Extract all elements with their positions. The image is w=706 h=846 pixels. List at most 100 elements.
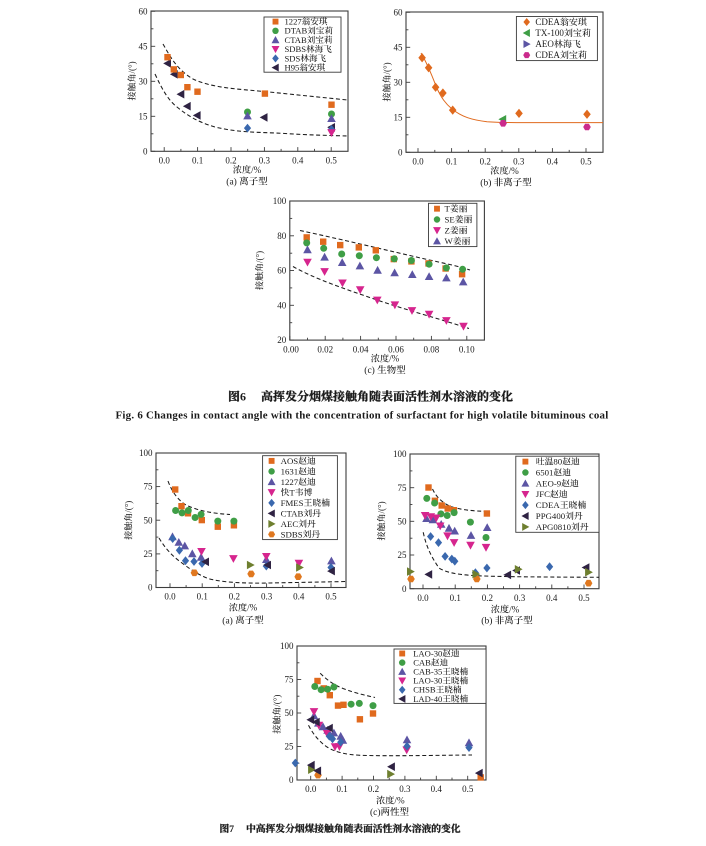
svg-text:CTAB: CTAB bbox=[285, 35, 307, 45]
svg-text:0.08: 0.08 bbox=[424, 344, 440, 354]
svg-text:40: 40 bbox=[277, 300, 287, 310]
svg-text:0: 0 bbox=[402, 584, 407, 594]
svg-text:0.5: 0.5 bbox=[580, 157, 592, 167]
svg-text:0.4: 0.4 bbox=[547, 157, 559, 167]
svg-text:0.5: 0.5 bbox=[578, 593, 590, 603]
svg-text:W: W bbox=[445, 236, 454, 246]
svg-text:0.1: 0.1 bbox=[450, 593, 461, 603]
svg-text:0.3: 0.3 bbox=[399, 784, 411, 794]
svg-text:/%: /% bbox=[247, 603, 258, 613]
svg-text:0.2: 0.2 bbox=[480, 157, 491, 167]
svg-text:45: 45 bbox=[394, 42, 404, 52]
svg-text:7: 7 bbox=[229, 824, 234, 835]
svg-text:/(°): /(°) bbox=[382, 62, 392, 74]
svg-text:50: 50 bbox=[144, 515, 154, 525]
svg-text:0: 0 bbox=[289, 775, 294, 785]
svg-text:0.4: 0.4 bbox=[431, 784, 443, 794]
svg-text:CHSB: CHSB bbox=[413, 685, 436, 695]
svg-text:45: 45 bbox=[139, 41, 149, 51]
svg-text:75: 75 bbox=[285, 675, 295, 685]
svg-text:0.3: 0.3 bbox=[514, 593, 526, 603]
svg-text:50: 50 bbox=[398, 516, 408, 526]
svg-text:DTAB: DTAB bbox=[285, 26, 308, 36]
svg-text:60: 60 bbox=[139, 6, 149, 16]
svg-text:0.0: 0.0 bbox=[164, 592, 176, 602]
svg-text:25: 25 bbox=[144, 549, 154, 559]
svg-text:APG0810: APG0810 bbox=[536, 522, 572, 532]
svg-text:1631: 1631 bbox=[281, 466, 299, 476]
svg-text:0.04: 0.04 bbox=[353, 344, 369, 354]
svg-text:100: 100 bbox=[393, 449, 407, 459]
svg-text:0.3: 0.3 bbox=[259, 156, 271, 166]
svg-text:SDBS: SDBS bbox=[285, 44, 307, 54]
svg-text:/%: /% bbox=[509, 166, 520, 176]
svg-text:0: 0 bbox=[398, 147, 403, 157]
svg-text:T: T bbox=[289, 487, 295, 497]
svg-text:T: T bbox=[445, 204, 451, 214]
svg-text:0.1: 0.1 bbox=[336, 784, 347, 794]
svg-text:AEO-9: AEO-9 bbox=[536, 478, 562, 488]
svg-text:25: 25 bbox=[285, 742, 295, 752]
svg-text:1227: 1227 bbox=[281, 477, 299, 487]
svg-text:0.4: 0.4 bbox=[292, 156, 304, 166]
svg-text:0.2: 0.2 bbox=[225, 156, 236, 166]
svg-text:0.3: 0.3 bbox=[513, 157, 525, 167]
svg-text:/(°): /(°) bbox=[127, 61, 137, 73]
svg-text:1227: 1227 bbox=[285, 17, 303, 27]
svg-text:AOS: AOS bbox=[281, 456, 299, 466]
svg-text:SDBS: SDBS bbox=[281, 529, 303, 539]
svg-text:100: 100 bbox=[280, 641, 294, 651]
svg-text:/(°): /(°) bbox=[272, 695, 282, 707]
svg-text:0.1: 0.1 bbox=[446, 157, 457, 167]
svg-text:30: 30 bbox=[394, 77, 404, 87]
svg-text:0.00: 0.00 bbox=[283, 344, 299, 354]
svg-text:/(°): /(°) bbox=[255, 251, 265, 263]
svg-text:LAD-40: LAD-40 bbox=[413, 694, 442, 704]
svg-text:0.0: 0.0 bbox=[159, 156, 171, 166]
svg-text:80: 80 bbox=[553, 457, 562, 467]
svg-text:(b): (b) bbox=[481, 616, 492, 627]
svg-text:Fig. 6 Changes in contact a: Fig. 6 Changes in contact angle with the… bbox=[116, 410, 609, 422]
svg-text:/%: /% bbox=[509, 604, 520, 614]
svg-text:/%: /% bbox=[389, 354, 400, 364]
svg-text:0.1: 0.1 bbox=[197, 592, 208, 602]
svg-text:15: 15 bbox=[139, 111, 149, 121]
svg-text:PPG400: PPG400 bbox=[536, 511, 566, 521]
svg-text:0: 0 bbox=[143, 146, 148, 156]
svg-text:0.3: 0.3 bbox=[261, 592, 273, 602]
svg-text:H95: H95 bbox=[285, 63, 300, 73]
svg-text:(a): (a) bbox=[226, 177, 237, 188]
svg-text:25: 25 bbox=[398, 550, 408, 560]
svg-text:AEC: AEC bbox=[281, 519, 299, 529]
svg-text:CDEA: CDEA bbox=[535, 17, 560, 27]
svg-text:60: 60 bbox=[394, 7, 404, 17]
svg-text:30: 30 bbox=[139, 76, 149, 86]
svg-text:TX-100: TX-100 bbox=[535, 28, 564, 38]
svg-text:CAB-35: CAB-35 bbox=[413, 667, 442, 677]
svg-text:50: 50 bbox=[285, 708, 295, 718]
svg-text:0.0: 0.0 bbox=[412, 157, 424, 167]
svg-text:0.4: 0.4 bbox=[293, 592, 305, 602]
svg-text:/(°): /(°) bbox=[124, 501, 134, 513]
svg-text:60: 60 bbox=[277, 266, 287, 276]
svg-text:LAO-30: LAO-30 bbox=[413, 649, 442, 659]
svg-text:75: 75 bbox=[144, 482, 154, 492]
svg-text:(c): (c) bbox=[364, 365, 375, 376]
svg-text:0.4: 0.4 bbox=[546, 593, 558, 603]
svg-text:Z: Z bbox=[445, 225, 450, 235]
svg-text:SDS: SDS bbox=[285, 53, 301, 63]
svg-text:20: 20 bbox=[277, 335, 287, 345]
svg-text:0.5: 0.5 bbox=[326, 156, 338, 166]
svg-text:SE: SE bbox=[445, 215, 455, 225]
svg-text:JFC: JFC bbox=[536, 489, 550, 499]
svg-text:0.5: 0.5 bbox=[462, 784, 474, 794]
svg-text:0: 0 bbox=[148, 583, 153, 593]
svg-text:(a): (a) bbox=[222, 615, 233, 626]
svg-text:CAB: CAB bbox=[413, 658, 431, 668]
svg-text:/%: /% bbox=[251, 165, 262, 175]
svg-text:0.0: 0.0 bbox=[417, 593, 429, 603]
svg-text:CDEA: CDEA bbox=[535, 50, 560, 60]
svg-text:/(°): /(°) bbox=[377, 501, 387, 513]
svg-text:80: 80 bbox=[277, 231, 287, 241]
svg-text:(b): (b) bbox=[480, 178, 491, 189]
